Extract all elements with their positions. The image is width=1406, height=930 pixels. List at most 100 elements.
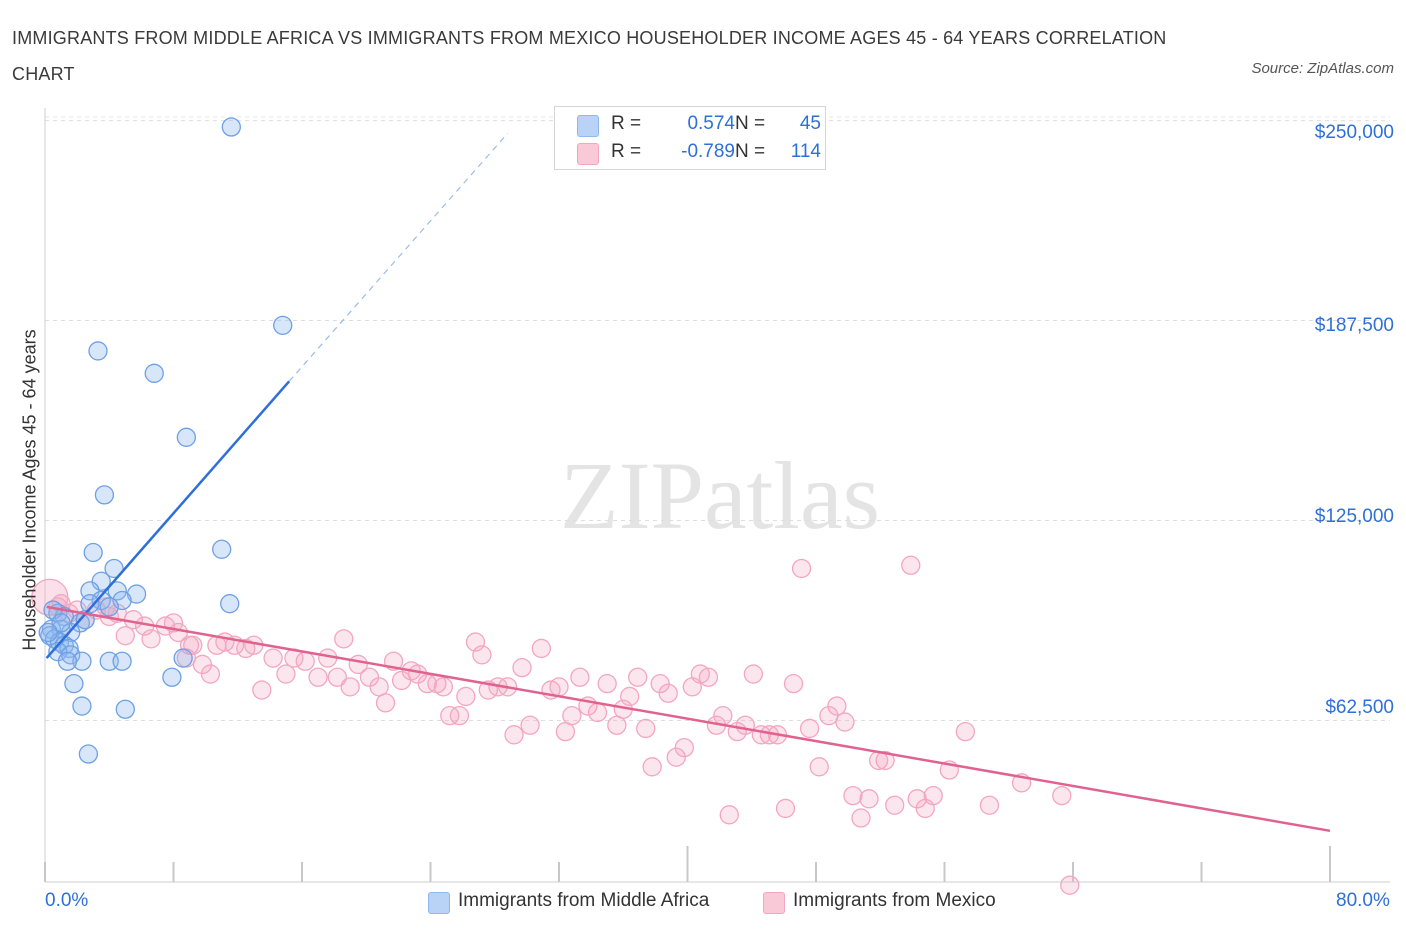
y-tick-label: $62,500 (1325, 697, 1394, 718)
data-point-mexico (115, 626, 135, 646)
data-point-mexico (520, 715, 540, 735)
watermark: ZIPatlas (560, 442, 880, 549)
data-point-middle-africa (162, 667, 182, 687)
data-point-mexico (562, 705, 582, 726)
y-axis-label: Householder Income Ages 45 - 64 years (19, 329, 40, 651)
legend-r-value: -0.789 (681, 141, 735, 162)
legend-swatch-pink (763, 892, 785, 914)
data-point-mexico (504, 725, 524, 745)
source-label: Source: ZipAtlas.com (1251, 60, 1394, 77)
data-point-mexico (783, 674, 804, 694)
data-point-middle-africa (57, 651, 78, 671)
series-mexico-points (31, 555, 1080, 895)
series-middle-africa-points (38, 117, 293, 764)
data-point-middle-africa (212, 539, 232, 559)
trend-line-middle-africa (45, 380, 291, 659)
data-point-mexico (456, 686, 476, 707)
trend-lines (45, 132, 1331, 833)
data-point-mexico (375, 693, 396, 713)
data-point-mexico (472, 645, 492, 665)
data-point-middle-africa (220, 594, 240, 614)
data-point-mexico (531, 638, 551, 659)
legend-n-label: N = (735, 141, 766, 162)
data-point-mexico (859, 789, 879, 809)
data-point-mexico (827, 696, 847, 716)
data-point-middle-africa (51, 613, 71, 633)
data-point-mexico (799, 718, 820, 739)
data-point-mexico (713, 705, 733, 726)
data-point-mexico (775, 798, 796, 819)
data-point-mexico (743, 664, 764, 684)
data-point-middle-africa (221, 117, 241, 137)
data-point-middle-africa (115, 699, 135, 719)
data-point-mexico (570, 667, 590, 687)
data-point-mexico (597, 674, 617, 694)
data-point-middle-africa (83, 542, 103, 563)
legend-swatch-blue (577, 115, 599, 137)
data-point-mexico (276, 664, 296, 684)
data-point-mexico (698, 667, 719, 687)
correlation-legend: R = 0.574 N = 45 R = -0.789 N = 114 (554, 106, 826, 170)
data-point-mexico (674, 737, 694, 758)
data-point-mexico (979, 795, 1000, 815)
data-point-middle-africa (72, 651, 92, 671)
data-point-mexico (835, 712, 855, 732)
data-point-middle-africa (94, 485, 115, 505)
data-point-mexico (369, 677, 389, 697)
chart-title: IMMIGRANTS FROM MIDDLE AFRICA VS IMMIGRA… (12, 28, 1167, 84)
data-point-mexico (555, 721, 576, 742)
data-point-mexico (843, 785, 863, 806)
data-point-mexico (735, 715, 755, 735)
data-point-mexico (587, 702, 608, 723)
data-point-middle-africa (72, 696, 92, 716)
legend-n-value: 45 (799, 113, 821, 134)
data-point-middle-africa (38, 622, 58, 643)
y-tick-label: $187,500 (1314, 315, 1394, 336)
legend-n-value: 114 (790, 141, 821, 162)
data-point-mexico (1060, 875, 1080, 895)
legend-label: Immigrants from Middle Africa (458, 890, 710, 911)
legend-swatch-blue (428, 892, 450, 914)
data-point-mexico (607, 715, 627, 735)
data-point-mexico (340, 677, 360, 697)
data-point-mexico (636, 718, 656, 739)
data-point-middle-africa (176, 427, 197, 447)
trend-line-middle-africa-extension (288, 132, 509, 382)
data-point-mexico (433, 677, 454, 697)
legend-r-label: R = (611, 141, 642, 162)
data-point-middle-africa (107, 581, 127, 601)
data-point-mexico (875, 750, 895, 771)
data-point-mexico (1052, 785, 1072, 806)
data-point-mexico (263, 648, 283, 668)
data-point-mexico (809, 757, 829, 777)
data-point-mexico (901, 555, 921, 575)
y-tick-label: $250,000 (1314, 122, 1394, 143)
trend-line-mexico (46, 605, 1331, 833)
data-point-mexico (642, 757, 662, 777)
data-point-mexico (141, 629, 161, 649)
data-point-mexico (512, 658, 532, 678)
data-point-mexico (923, 785, 943, 806)
data-point-mexico (791, 558, 812, 579)
data-point-middle-africa (99, 597, 119, 617)
data-point-mexico (719, 805, 739, 825)
data-point-middle-africa (64, 674, 84, 694)
x-tick-label: 80.0% (1336, 890, 1390, 911)
data-point-mexico (327, 667, 347, 687)
legend-swatch-pink (577, 143, 599, 165)
data-point-mexico (955, 721, 976, 742)
data-point-mexico (449, 705, 470, 726)
data-point-middle-africa (144, 363, 164, 383)
legend-r-value: 0.574 (687, 113, 735, 134)
data-point-middle-africa (173, 648, 193, 668)
data-point-mexico (308, 667, 328, 687)
data-point-mexico (295, 651, 315, 671)
data-point-mexico (658, 683, 678, 703)
legend-n-label: N = (735, 113, 766, 134)
axes (44, 108, 1390, 883)
gridlines (45, 116, 1390, 721)
legend-r-label: R = (611, 113, 642, 134)
y-tick-label: $125,000 (1314, 506, 1394, 527)
data-point-mexico (620, 686, 640, 707)
x-tick-label: 0.0% (45, 890, 89, 911)
